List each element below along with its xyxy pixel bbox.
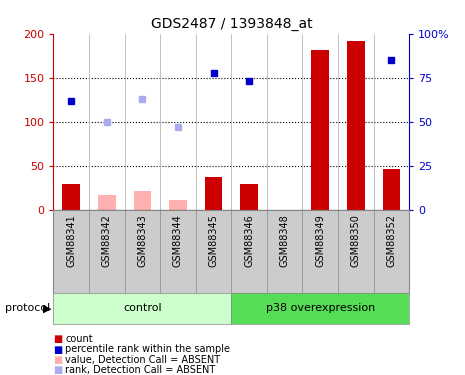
Bar xyxy=(383,169,400,210)
Text: ■: ■ xyxy=(53,365,63,375)
Bar xyxy=(169,200,187,210)
Bar xyxy=(98,195,116,210)
Text: p38 overexpression: p38 overexpression xyxy=(266,303,375,313)
Bar xyxy=(133,190,151,210)
Bar xyxy=(347,41,365,210)
Text: ■: ■ xyxy=(53,334,63,344)
Text: rank, Detection Call = ABSENT: rank, Detection Call = ABSENT xyxy=(65,365,215,375)
Bar xyxy=(240,184,258,210)
Text: protocol: protocol xyxy=(5,303,50,313)
Text: GSM88341: GSM88341 xyxy=(66,214,76,267)
Text: ■: ■ xyxy=(53,345,63,354)
Text: GSM88352: GSM88352 xyxy=(386,214,397,267)
Bar xyxy=(62,184,80,210)
Text: GSM88342: GSM88342 xyxy=(102,214,112,267)
Bar xyxy=(205,177,222,210)
Title: GDS2487 / 1393848_at: GDS2487 / 1393848_at xyxy=(151,17,312,32)
Text: ▶: ▶ xyxy=(43,303,51,313)
Text: count: count xyxy=(65,334,93,344)
Bar xyxy=(312,51,329,210)
Text: GSM88350: GSM88350 xyxy=(351,214,361,267)
Text: GSM88345: GSM88345 xyxy=(208,214,219,267)
Text: control: control xyxy=(123,303,162,313)
Text: GSM88346: GSM88346 xyxy=(244,214,254,267)
Text: percentile rank within the sample: percentile rank within the sample xyxy=(65,345,230,354)
Text: GSM88343: GSM88343 xyxy=(137,214,147,267)
Text: GSM88348: GSM88348 xyxy=(279,214,290,267)
Text: GSM88344: GSM88344 xyxy=(173,214,183,267)
Text: ■: ■ xyxy=(53,355,63,364)
Text: value, Detection Call = ABSENT: value, Detection Call = ABSENT xyxy=(65,355,220,364)
Text: GSM88349: GSM88349 xyxy=(315,214,326,267)
